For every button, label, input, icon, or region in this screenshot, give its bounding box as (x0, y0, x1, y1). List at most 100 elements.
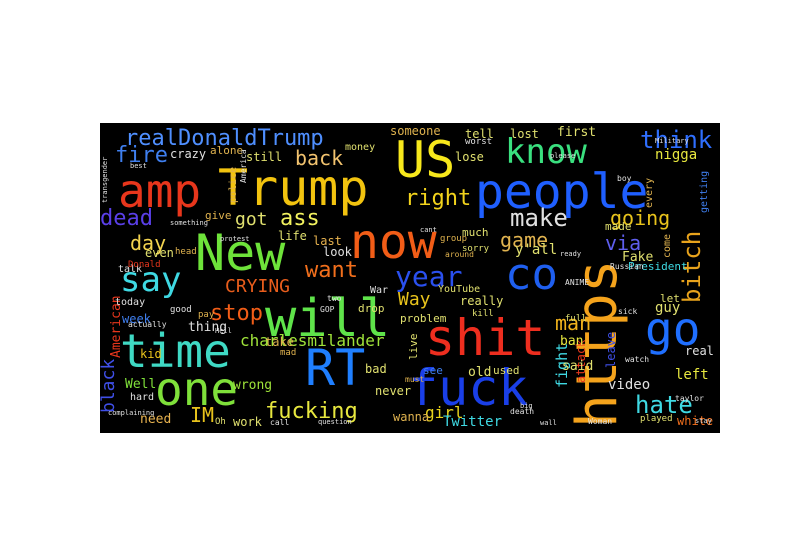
word: Military (655, 137, 689, 145)
word: worst (465, 137, 493, 147)
word: shit (425, 309, 546, 367)
word: ready (560, 250, 582, 258)
word: CRYING (225, 276, 291, 297)
word: hate (635, 391, 693, 419)
word: really (460, 294, 504, 308)
word: know (505, 132, 587, 172)
word: head (175, 247, 197, 257)
word: still (246, 150, 283, 164)
word: boy (617, 174, 632, 183)
word: real (685, 344, 714, 358)
word: wall (540, 419, 557, 427)
word: lost (510, 127, 539, 141)
word: amp (118, 164, 202, 218)
word: give (205, 209, 232, 222)
word: President (628, 260, 688, 273)
word: year (395, 260, 463, 293)
word: last (313, 234, 342, 248)
word: full (565, 314, 587, 324)
word: complaining (108, 409, 155, 417)
word: now (350, 214, 437, 270)
word: will (265, 289, 391, 349)
word: let (660, 292, 680, 305)
word: dead (100, 206, 153, 231)
word: big (520, 402, 533, 410)
word: even (145, 246, 174, 260)
word: want (305, 258, 358, 283)
word: white (677, 414, 714, 428)
word: GOP (320, 305, 335, 314)
word: getting (699, 170, 710, 213)
word: via (605, 231, 642, 255)
word: protest (220, 235, 250, 243)
word: pay (198, 310, 215, 320)
word: mad (280, 348, 297, 358)
word: man (555, 311, 592, 335)
word: said (562, 359, 594, 374)
word: work (233, 415, 262, 429)
word: nigga (655, 147, 698, 163)
word: police (228, 166, 239, 203)
word: Russian (610, 262, 644, 271)
word: make (510, 204, 568, 232)
word: girl (425, 403, 464, 422)
word: wanna (393, 410, 430, 424)
word: first (557, 125, 597, 140)
word: one (155, 362, 239, 416)
word: take (265, 335, 294, 349)
word: Twitter (443, 414, 503, 430)
word: something (170, 219, 208, 227)
word: much (462, 226, 489, 239)
word: cant (420, 226, 437, 234)
word: RT (305, 339, 366, 397)
word: thing (188, 320, 228, 335)
word: fucking (265, 399, 358, 424)
word: played (640, 414, 673, 424)
word: please (550, 152, 576, 160)
word: black (100, 358, 119, 413)
word: taylor (675, 394, 704, 403)
word: life (278, 229, 307, 243)
word: fire (115, 143, 168, 168)
word: week (122, 312, 151, 326)
word: today (115, 297, 146, 308)
word: realDonaldTrump (125, 126, 324, 151)
word: go (645, 302, 701, 356)
word: old (468, 365, 492, 380)
word: stay (695, 417, 712, 425)
word: IM (190, 403, 215, 427)
word: Well (125, 377, 157, 392)
word: question (318, 418, 352, 426)
word: back (295, 146, 344, 170)
word: drop (358, 302, 385, 315)
word: Oh (215, 417, 226, 427)
word: y'all (515, 242, 558, 258)
word: best (130, 162, 147, 170)
word: New (195, 224, 286, 282)
word: crazy (170, 147, 207, 161)
word: call (270, 418, 290, 427)
word: charlesmilander (240, 331, 385, 350)
word: going (610, 206, 671, 230)
word: good (170, 305, 192, 315)
word: sorry (462, 244, 490, 254)
word-cloud: Trump people amp US New now will shit ht… (100, 123, 720, 433)
word: Hell (215, 327, 232, 335)
word: someone (390, 124, 441, 138)
word: made (605, 220, 632, 233)
word: death (510, 407, 535, 416)
word: stop (210, 301, 263, 326)
word: hard (130, 392, 155, 403)
word: two (327, 294, 342, 303)
word: think (640, 126, 713, 154)
word: Trump (218, 159, 369, 217)
word: live (407, 333, 420, 361)
word: co (505, 249, 558, 300)
word: transgender (101, 156, 109, 203)
word: Fake (622, 250, 654, 265)
word: need (140, 412, 172, 427)
word: US (395, 131, 456, 189)
word: got (235, 209, 268, 230)
word: alone (210, 144, 244, 157)
word: leave (604, 331, 618, 368)
